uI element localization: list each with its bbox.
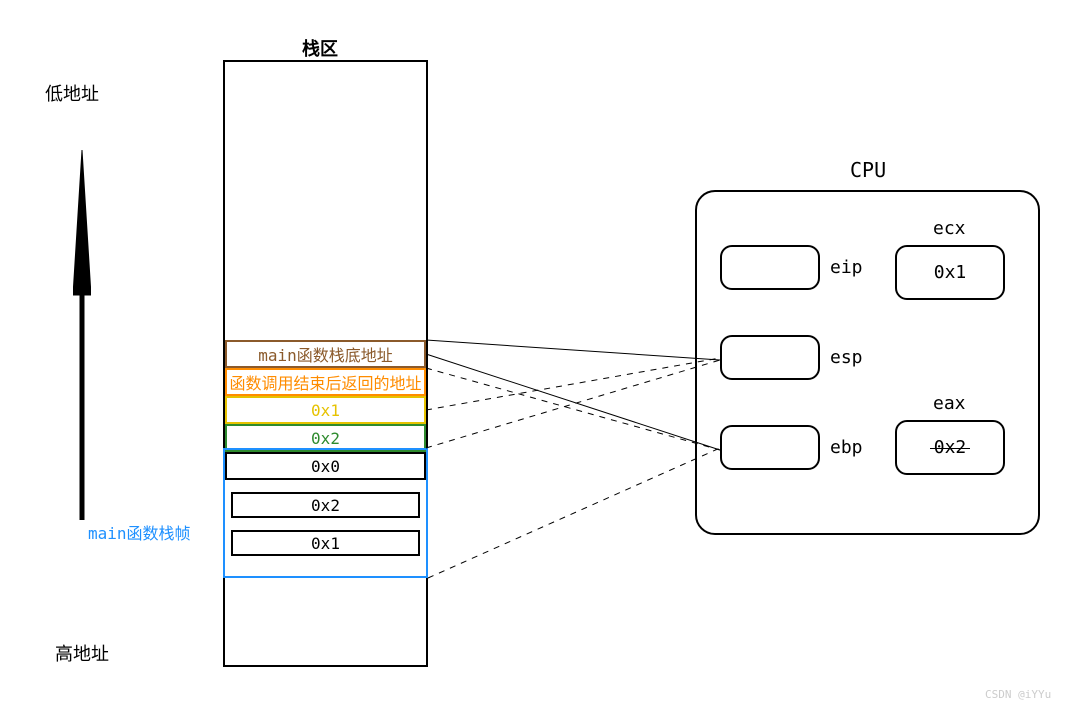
register-esp-label: esp: [830, 347, 863, 368]
low-address-label: 低地址: [45, 80, 99, 106]
connector-line-2: [426, 340, 720, 360]
register-ecx-label: ecx: [933, 218, 966, 239]
cpu-title: CPU: [850, 158, 886, 182]
register-ebp-label: ebp: [830, 437, 863, 458]
stack-cell-2: 0x1: [225, 396, 426, 424]
stack-cell-3: 0x2: [225, 424, 426, 452]
register-eip-box: [720, 245, 820, 290]
stack-title: 栈区: [302, 35, 338, 61]
watermark: CSDN @iYYu: [985, 688, 1051, 701]
register-esp-box: [720, 335, 820, 380]
register-ebp-box: [720, 425, 820, 470]
stack-cell-0: main函数栈底地址: [225, 340, 426, 368]
stack-cell-6: 0x1: [231, 530, 420, 556]
address-arrow-icon: [73, 150, 91, 524]
register-ecx-box: 0x1: [895, 245, 1005, 300]
high-address-label: 高地址: [55, 640, 109, 666]
main-frame-label: main函数栈帧: [88, 520, 191, 544]
stack-cell-4: 0x0: [225, 452, 426, 480]
register-eax-box: 0x2: [895, 420, 1005, 475]
register-eip-label: eip: [830, 257, 863, 278]
register-eax-label: eax: [933, 393, 966, 414]
connector-line-1: [426, 368, 720, 450]
stack-cell-1: 函数调用结束后返回的地址: [225, 368, 426, 396]
connector-line-4: [428, 448, 720, 578]
connector-line-0: [426, 354, 720, 450]
connector-line-3: [426, 360, 720, 448]
connector-line-5: [426, 358, 720, 410]
stack-cell-5: 0x2: [231, 492, 420, 518]
